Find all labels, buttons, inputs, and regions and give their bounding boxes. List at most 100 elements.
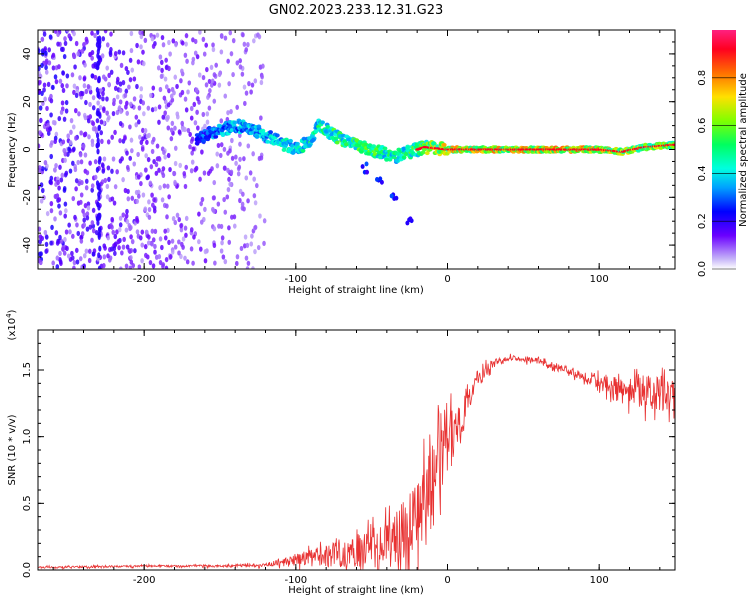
- heatmap-cell: [125, 110, 130, 116]
- heatmap-cell: [227, 81, 231, 87]
- heatmap-cell: [209, 82, 214, 88]
- heatmap-cell: [158, 259, 163, 266]
- heatmap-cell: [153, 249, 157, 255]
- x-tick-label: 0: [444, 575, 450, 586]
- heatmap-cell: [201, 36, 206, 42]
- heatmap-cell: [191, 37, 195, 43]
- heatmap-cell: [262, 240, 266, 246]
- heatmap-cell: [230, 155, 235, 161]
- heatmap-cell: [253, 78, 258, 84]
- heatmap-cell: [43, 229, 48, 236]
- heatmap-cell: [110, 216, 115, 223]
- heatmap-cell: [96, 201, 100, 208]
- heatmap-cell: [143, 206, 148, 212]
- heatmap-cell: [91, 228, 96, 234]
- heatmap-cell: [101, 91, 105, 97]
- heatmap-cell: [102, 263, 106, 269]
- heatmap-cell: [91, 105, 96, 111]
- heatmap-cell: [69, 118, 74, 124]
- heatmap-cell: [220, 235, 225, 241]
- heatmap-cell: [188, 131, 192, 138]
- heatmap-cell: [101, 36, 106, 42]
- heatmap-cell: [137, 174, 141, 180]
- heatmap-cell: [105, 194, 110, 200]
- heatmap-cell: [241, 191, 245, 197]
- heatmap-cell: [183, 96, 188, 102]
- figure-title: GN02.2023.233.12.31.G23: [269, 3, 444, 18]
- heatmap-cell: [235, 60, 240, 66]
- heatmap-cell: [185, 58, 189, 64]
- heatmap-cell: [61, 87, 66, 94]
- heatmap-cell: [204, 42, 209, 48]
- heatmap-cell: [255, 182, 259, 189]
- heatmap-cell: [57, 185, 61, 191]
- heatmap-cell: [56, 238, 60, 244]
- heatmap-cell: [193, 120, 198, 126]
- heatmap-cell: [149, 92, 153, 99]
- heatmap-cell: [229, 108, 233, 115]
- heatmap-cell: [189, 246, 194, 252]
- heatmap-cell: [70, 250, 74, 257]
- heatmap-cell: [151, 43, 156, 49]
- heatmap-cell: [189, 105, 194, 112]
- heatmap-cell: [48, 34, 53, 40]
- heatmap-cell: [55, 255, 60, 261]
- heatmap-cell: [146, 174, 150, 180]
- heatmap-cell: [174, 42, 178, 48]
- heatmap-cell: [222, 196, 226, 203]
- heatmap-cell: [189, 168, 194, 174]
- heatmap-cell: [109, 222, 113, 229]
- heatmap-cell: [117, 245, 121, 251]
- heatmap-cell: [106, 253, 110, 259]
- heatmap-cell: [46, 122, 50, 128]
- heatmap-cell: [198, 246, 203, 252]
- heatmap-cell: [170, 238, 175, 244]
- heatmap-cell: [105, 183, 110, 190]
- heatmap-cell: [38, 226, 42, 232]
- heatmap-cell: [109, 31, 113, 37]
- heatmap-cell: [74, 40, 79, 47]
- heatmap-cell: [212, 179, 217, 186]
- heatmap-cell: [163, 154, 167, 160]
- heatmap-cell: [175, 83, 179, 90]
- heatmap-cell: [182, 170, 187, 177]
- heatmap-cell: [82, 83, 87, 89]
- heatmap-cell: [217, 82, 222, 88]
- heatmap-cell: [183, 52, 188, 58]
- heatmap-cell: [83, 203, 88, 209]
- heatmap-cell: [74, 92, 79, 99]
- heatmap-cell: [139, 94, 143, 100]
- heatmap-cell: [102, 106, 106, 112]
- heatmap-cell: [144, 167, 148, 173]
- heatmap-cell: [235, 254, 240, 260]
- heatmap-cell: [44, 64, 48, 71]
- heatmap-cell: [72, 89, 76, 95]
- heatmap-cell: [167, 65, 171, 72]
- heatmap-cell: [166, 227, 170, 234]
- heatmap-cell: [165, 203, 169, 209]
- heatmap-cell: [107, 115, 111, 121]
- heatmap-cell: [288, 138, 293, 143]
- heatmap-cell: [219, 142, 224, 148]
- heatmap-cell: [82, 41, 86, 48]
- heatmap-cell: [161, 42, 166, 48]
- heatmap-cell: [245, 266, 250, 269]
- colorbar-tick-label: 0.4: [697, 165, 708, 181]
- heatmap-cell: [54, 163, 58, 169]
- heatmap-cell: [118, 138, 122, 144]
- heatmap-cell: [102, 74, 106, 80]
- heatmap-cell: [55, 264, 60, 269]
- heatmap-cell: [82, 217, 87, 223]
- heatmap-cell: [183, 183, 188, 190]
- heatmap-cell: [115, 79, 120, 85]
- heatmap-cell: [190, 136, 195, 142]
- heatmap-cell: [161, 166, 166, 172]
- heatmap-cell: [58, 210, 63, 216]
- heatmap-cell: [367, 143, 373, 148]
- heatmap-cell: [323, 129, 329, 134]
- snr-axes: -200 -100 0 100 0.0 0.5 1.0 1.5: [22, 330, 675, 586]
- heatmap-cell: [79, 130, 83, 136]
- heatmap-cell: [177, 250, 181, 256]
- heatmap-cell: [246, 260, 251, 266]
- heatmap-cell: [246, 42, 250, 48]
